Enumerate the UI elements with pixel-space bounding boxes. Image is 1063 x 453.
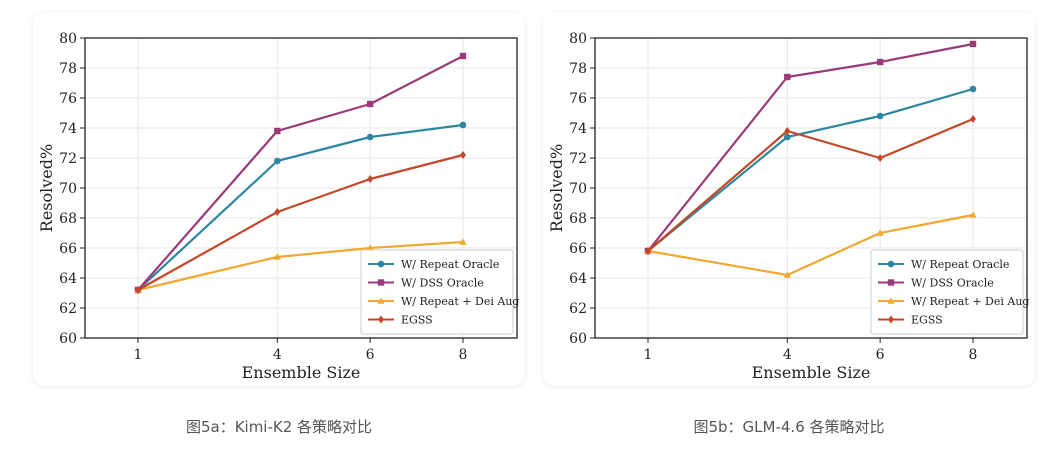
series-line [137,55,464,291]
data-point [273,157,281,165]
legend-swatch-marker [887,297,895,304]
y-tick-label: 74 [569,121,587,137]
y-tick-label: 64 [59,271,77,287]
x-axis-label: Ensemble Size [752,363,871,382]
data-point [459,121,467,129]
chart-panel-kimi: 60 62 64 66 68 70 72 74 76 78 80 1 4 6 8 Ensemble Size R… [33,12,525,386]
y-tick-label: 78 [59,61,77,77]
y-axis-label: Resolved% [37,144,56,232]
legend-swatch-marker [378,315,384,324]
data-point [459,238,467,245]
data-point [784,127,791,135]
series-line [137,123,464,291]
data-point [876,58,884,66]
series-group [644,85,977,255]
legend: W/ Repeat Oracle W/ DSS Oracle W/ Repeat +… [870,249,1029,335]
legend-box [360,249,514,335]
series-line [647,42,974,252]
series-line [137,153,464,291]
x-tick-label: 6 [876,347,885,363]
legend-label: EGSS [401,314,433,327]
series-group [135,151,466,294]
legend-swatch-marker [887,279,895,286]
series-line [137,240,464,292]
series-group [644,40,977,255]
y-tick-label: 60 [59,331,77,347]
y-tick-label: 74 [59,121,77,137]
legend-swatch-marker [377,260,385,268]
x-tick-label: 4 [783,347,792,363]
data-point [876,112,884,120]
data-point [970,115,976,123]
legend: W/ Repeat Oracle W/ DSS Oracle W/ Repeat +… [360,249,519,335]
y-tick-label: 70 [59,181,77,197]
legend-label: W/ Repeat Oracle [911,258,1009,271]
legend-swatch-marker [377,297,385,304]
y-tick-label: 68 [569,211,587,227]
y-axis-label: Resolved% [547,144,566,232]
data-point [135,286,141,294]
data-point [783,133,791,141]
y-tick-label: 66 [569,241,587,257]
legend-swatch-marker [887,260,895,268]
y-tick-label: 76 [569,91,587,107]
x-tick-label: 8 [459,347,468,363]
x-tick-label: 4 [273,347,282,363]
y-tick-label: 66 [59,241,77,257]
legend-label: W/ Repeat + Dei Aug [401,295,519,308]
legend-label: W/ Repeat Oracle [401,258,499,271]
data-point [366,133,374,141]
y-tick-label: 68 [59,211,77,227]
y-tick-label: 62 [59,301,77,317]
y-tick-label: 70 [569,181,587,197]
data-point [273,253,281,260]
data-point [366,244,374,251]
data-point [969,85,977,93]
y-tick-label: 76 [59,91,77,107]
figure-caption-5b: 图5b：GLM-4.6 各策略对比 [693,418,885,436]
data-point [274,127,281,135]
y-tick-label: 72 [59,151,77,167]
x-tick-label: 8 [969,347,978,363]
data-point [460,151,466,159]
y-tick-label: 64 [569,271,587,287]
data-point [274,208,281,216]
x-tick-label: 6 [366,347,375,363]
data-point [366,100,374,108]
legend-label: W/ DSS Oracle [401,277,484,290]
y-tick-label: 60 [569,331,587,347]
legend-label: EGSS [911,314,943,327]
data-point [784,73,791,81]
y-tick-label: 78 [569,61,587,77]
data-point [783,271,791,278]
y-tick-label: 80 [569,31,587,47]
legend-label: W/ Repeat + Dei Aug [911,295,1029,308]
data-point [645,247,651,255]
data-point [877,154,884,162]
data-point [969,40,977,48]
data-point [969,211,977,218]
x-axis-label: Ensemble Size [242,363,361,382]
legend-box [870,249,1024,335]
data-point [459,52,467,60]
series-line [647,117,974,252]
data-point [876,229,884,236]
x-tick-label: 1 [644,347,653,363]
data-point [367,175,374,183]
chart-panel-glm: 60 62 64 66 68 70 72 74 76 78 80 1 4 6 8 Ensemble Size R… [543,12,1035,386]
y-tick-label: 72 [569,151,587,167]
legend-swatch-marker [377,279,385,286]
series-line [647,87,974,252]
series-group [645,115,976,255]
x-tick-label: 1 [134,347,143,363]
series-line [647,213,974,277]
y-tick-label: 62 [569,301,587,317]
legend-label: W/ DSS Oracle [911,277,994,290]
y-tick-label: 80 [59,31,77,47]
legend-swatch-marker [888,315,894,324]
figure-caption-5a: 图5a：Kimi-K2 各策略对比 [185,418,373,436]
